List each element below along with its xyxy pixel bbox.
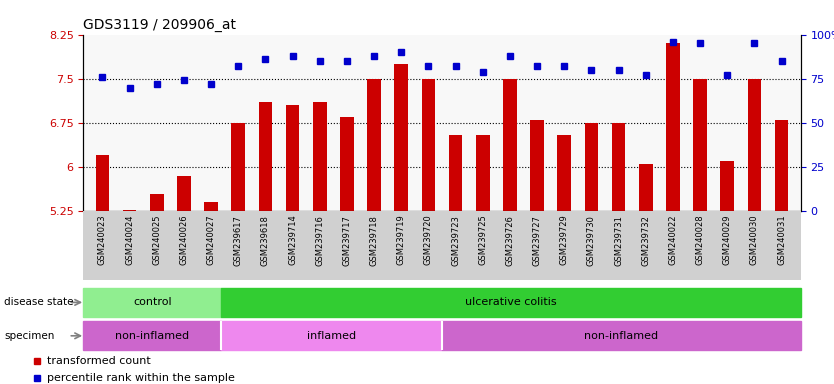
- Bar: [177, 176, 191, 211]
- Text: GSM240026: GSM240026: [179, 215, 188, 265]
- Text: ulcerative colitis: ulcerative colitis: [465, 297, 557, 308]
- Text: GSM239720: GSM239720: [424, 215, 433, 265]
- Text: specimen: specimen: [4, 331, 54, 341]
- Text: GSM239725: GSM239725: [478, 215, 487, 265]
- Bar: [775, 120, 788, 211]
- Bar: [442, 321, 801, 350]
- Bar: [123, 210, 137, 211]
- Text: GSM240022: GSM240022: [668, 215, 677, 265]
- Text: GSM240024: GSM240024: [125, 215, 134, 265]
- Text: GSM239718: GSM239718: [369, 215, 379, 265]
- Text: GSM239719: GSM239719: [397, 215, 406, 265]
- Bar: [557, 135, 571, 211]
- Bar: [530, 120, 544, 211]
- Bar: [422, 79, 435, 211]
- Text: GSM239731: GSM239731: [614, 215, 623, 265]
- Text: inflamed: inflamed: [307, 331, 356, 341]
- Text: GSM240031: GSM240031: [777, 215, 786, 265]
- Bar: [96, 155, 109, 211]
- Text: GSM240029: GSM240029: [723, 215, 731, 265]
- Bar: [449, 135, 462, 211]
- Bar: [503, 79, 517, 211]
- Text: GSM239714: GSM239714: [288, 215, 297, 265]
- Text: GSM239727: GSM239727: [533, 215, 541, 265]
- Bar: [394, 64, 408, 211]
- Bar: [221, 288, 801, 317]
- Bar: [367, 79, 381, 211]
- Text: transformed count: transformed count: [47, 356, 151, 366]
- Bar: [232, 123, 245, 211]
- Bar: [721, 161, 734, 211]
- Text: GSM239732: GSM239732: [641, 215, 651, 265]
- Text: GSM239729: GSM239729: [560, 215, 569, 265]
- Text: GSM240023: GSM240023: [98, 215, 107, 265]
- Text: GSM239726: GSM239726: [505, 215, 515, 265]
- Text: GSM239617: GSM239617: [234, 215, 243, 265]
- Text: GSM239618: GSM239618: [261, 215, 270, 265]
- Bar: [204, 202, 218, 211]
- Bar: [585, 123, 598, 211]
- Text: GSM239716: GSM239716: [315, 215, 324, 265]
- Bar: [340, 117, 354, 211]
- Text: GSM239730: GSM239730: [587, 215, 596, 265]
- Text: GSM240030: GSM240030: [750, 215, 759, 265]
- Bar: [639, 164, 652, 211]
- Bar: [313, 102, 327, 211]
- Text: GSM240025: GSM240025: [153, 215, 161, 265]
- Bar: [83, 288, 221, 317]
- Bar: [476, 135, 490, 211]
- Text: GSM239717: GSM239717: [343, 215, 351, 265]
- Bar: [693, 79, 707, 211]
- Text: GSM240027: GSM240027: [207, 215, 216, 265]
- Bar: [747, 79, 761, 211]
- Bar: [221, 321, 442, 350]
- Text: GSM239723: GSM239723: [451, 215, 460, 265]
- Bar: [286, 105, 299, 211]
- Text: non-inflamed: non-inflamed: [115, 331, 189, 341]
- Text: disease state: disease state: [4, 297, 73, 308]
- Bar: [150, 194, 163, 211]
- Bar: [612, 123, 626, 211]
- Text: GSM240028: GSM240028: [696, 215, 705, 265]
- Bar: [666, 43, 680, 211]
- Bar: [83, 321, 221, 350]
- Text: percentile rank within the sample: percentile rank within the sample: [47, 373, 234, 383]
- Bar: [259, 102, 272, 211]
- Text: GDS3119 / 209906_at: GDS3119 / 209906_at: [83, 18, 236, 32]
- Text: control: control: [133, 297, 172, 308]
- Text: non-inflamed: non-inflamed: [585, 331, 658, 341]
